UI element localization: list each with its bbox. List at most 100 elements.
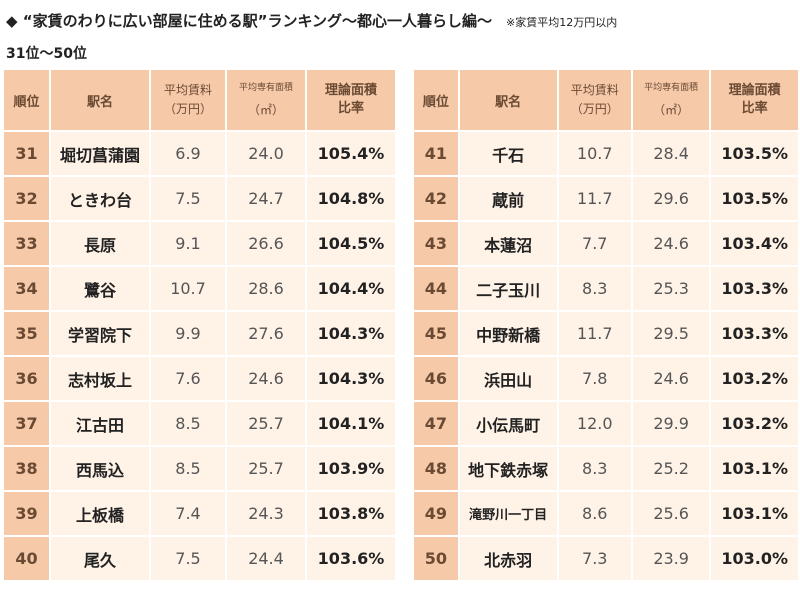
rent-cell: 12.0: [556, 400, 633, 447]
rank-cell: 50: [412, 535, 460, 582]
station-name-cell: 学習院下: [49, 310, 151, 357]
rent-cell: 10.7: [149, 265, 227, 312]
station-name-cell: 尾久: [49, 535, 151, 582]
header-station: 駅名: [457, 68, 559, 132]
rent-cell: 11.7: [556, 175, 633, 222]
table-row: 31 堀切菖蒲園 6.9 24.0 105.4%: [2, 130, 397, 177]
table-row: 33 長原 9.1 26.6 104.5%: [2, 220, 397, 267]
rent-cell: 7.3: [556, 535, 633, 582]
table-row: 47 小伝馬町 12.0 29.9 103.2%: [412, 400, 800, 447]
header-rank: 順位: [412, 68, 460, 132]
rent-cell: 7.6: [149, 355, 227, 402]
station-name-cell: 小伝馬町: [457, 400, 559, 447]
area-cell: 28.6: [225, 265, 307, 312]
station-name-cell: 上板橋: [49, 490, 151, 537]
rent-cell: 8.3: [556, 445, 633, 492]
area-cell: 27.6: [225, 310, 307, 357]
header-rent-label: 平均賃料: [570, 83, 619, 97]
table-row: 36 志村坂上 7.6 24.6 104.3%: [2, 355, 397, 402]
station-name-cell: 蔵前: [457, 175, 559, 222]
header-rent-label: 平均賃料: [163, 83, 212, 97]
ratio-cell: 104.8%: [305, 175, 397, 222]
header-ratio: 理論面積 比率: [709, 68, 800, 132]
area-cell: 24.7: [225, 175, 307, 222]
rank-cell: 41: [412, 130, 460, 177]
rank-cell: 37: [2, 400, 51, 447]
table-row: 44 二子玉川 8.3 25.3 103.3%: [412, 265, 800, 312]
ratio-cell: 103.3%: [709, 310, 800, 357]
table-row: 42 蔵前 11.7 29.6 103.5%: [412, 175, 800, 222]
ratio-cell: 103.4%: [709, 220, 800, 267]
table-row: 43 本蓮沼 7.7 24.6 103.4%: [412, 220, 800, 267]
header-area: 平均専有面積 （㎡）: [225, 68, 307, 132]
table-row: 39 上板橋 7.4 24.3 103.8%: [2, 490, 397, 537]
rent-cell: 8.5: [149, 445, 227, 492]
station-name-cell: 千石: [457, 130, 559, 177]
area-cell: 24.6: [630, 220, 712, 267]
rank-cell: 34: [2, 265, 51, 312]
header-ratio-label: 理論面積: [728, 83, 781, 98]
table-row: 49 滝野川一丁目 8.6 25.6 103.1%: [412, 490, 800, 537]
rank-cell: 49: [412, 490, 460, 537]
header-rank: 順位: [2, 68, 51, 132]
rank-cell: 48: [412, 445, 460, 492]
rent-cell: 8.3: [556, 265, 633, 312]
rent-cell: 11.7: [556, 310, 633, 357]
rank-cell: 47: [412, 400, 460, 447]
rent-cell: 8.6: [556, 490, 633, 537]
station-name-cell: 鷺谷: [49, 265, 151, 312]
table-row: 35 学習院下 9.9 27.6 104.3%: [2, 310, 397, 357]
header-area-unit: （㎡）: [247, 103, 284, 117]
table-row: 32 ときわ台 7.5 24.7 104.8%: [2, 175, 397, 222]
station-name-cell: ときわ台: [49, 175, 151, 222]
area-cell: 24.6: [630, 355, 712, 402]
rent-cell: 9.1: [149, 220, 227, 267]
ratio-cell: 104.5%: [305, 220, 397, 267]
area-cell: 24.3: [225, 490, 307, 537]
ratio-cell: 103.5%: [709, 175, 800, 222]
ranking-table-left: 順位 駅名 平均賃料 （万円） 平均専有面積 （㎡） 理論面積 比率 31 堀切菖蒲園 6…: [2, 68, 397, 582]
title-text: ◆ “家賃のわりに広い部屋に住める駅”ランキング〜都心一人暮らし編〜: [6, 12, 493, 30]
rent-cell: 7.7: [556, 220, 633, 267]
area-cell: 29.5: [630, 310, 712, 357]
area-cell: 28.4: [630, 130, 712, 177]
rank-cell: 40: [2, 535, 51, 582]
ratio-cell: 103.2%: [709, 355, 800, 402]
station-name-cell: 二子玉川: [457, 265, 559, 312]
table-row: 46 浜田山 7.8 24.6 103.2%: [412, 355, 800, 402]
header-ratio-suffix: 比率: [337, 101, 364, 116]
rent-cell: 6.9: [149, 130, 227, 177]
table-row: 41 千石 10.7 28.4 103.5%: [412, 130, 800, 177]
ratio-cell: 104.3%: [305, 355, 397, 402]
ranking-table-right: 順位 駅名 平均賃料 （万円） 平均専有面積 （㎡） 理論面積 比率 41 千石 10.7…: [412, 68, 800, 582]
header-rent: 平均賃料 （万円）: [149, 68, 227, 132]
rank-cell: 32: [2, 175, 51, 222]
rank-cell: 36: [2, 355, 51, 402]
ratio-cell: 105.4%: [305, 130, 397, 177]
header-area-unit: （㎡）: [653, 103, 690, 117]
rank-cell: 38: [2, 445, 51, 492]
ratio-cell: 103.9%: [305, 445, 397, 492]
ratio-cell: 104.1%: [305, 400, 397, 447]
ratio-cell: 103.5%: [709, 130, 800, 177]
table-row: 50 北赤羽 7.3 23.9 103.0%: [412, 535, 800, 582]
ratio-cell: 104.3%: [305, 310, 397, 357]
ratio-cell: 103.2%: [709, 400, 800, 447]
rank-cell: 42: [412, 175, 460, 222]
header-ratio-label: 理論面積: [324, 83, 377, 98]
station-name-cell: 堀切菖蒲園: [49, 130, 151, 177]
area-cell: 25.3: [630, 265, 712, 312]
ratio-cell: 103.0%: [709, 535, 800, 582]
area-cell: 24.4: [225, 535, 307, 582]
station-name-cell: 中野新橋: [457, 310, 559, 357]
rank-cell: 44: [412, 265, 460, 312]
area-cell: 29.6: [630, 175, 712, 222]
area-cell: 24.6: [225, 355, 307, 402]
rank-cell: 39: [2, 490, 51, 537]
ratio-cell: 103.1%: [709, 490, 800, 537]
rent-cell: 8.5: [149, 400, 227, 447]
area-cell: 26.6: [225, 220, 307, 267]
header-rent: 平均賃料 （万円）: [556, 68, 633, 132]
header-area-label: 平均専有面積: [644, 83, 699, 93]
rank-cell: 33: [2, 220, 51, 267]
